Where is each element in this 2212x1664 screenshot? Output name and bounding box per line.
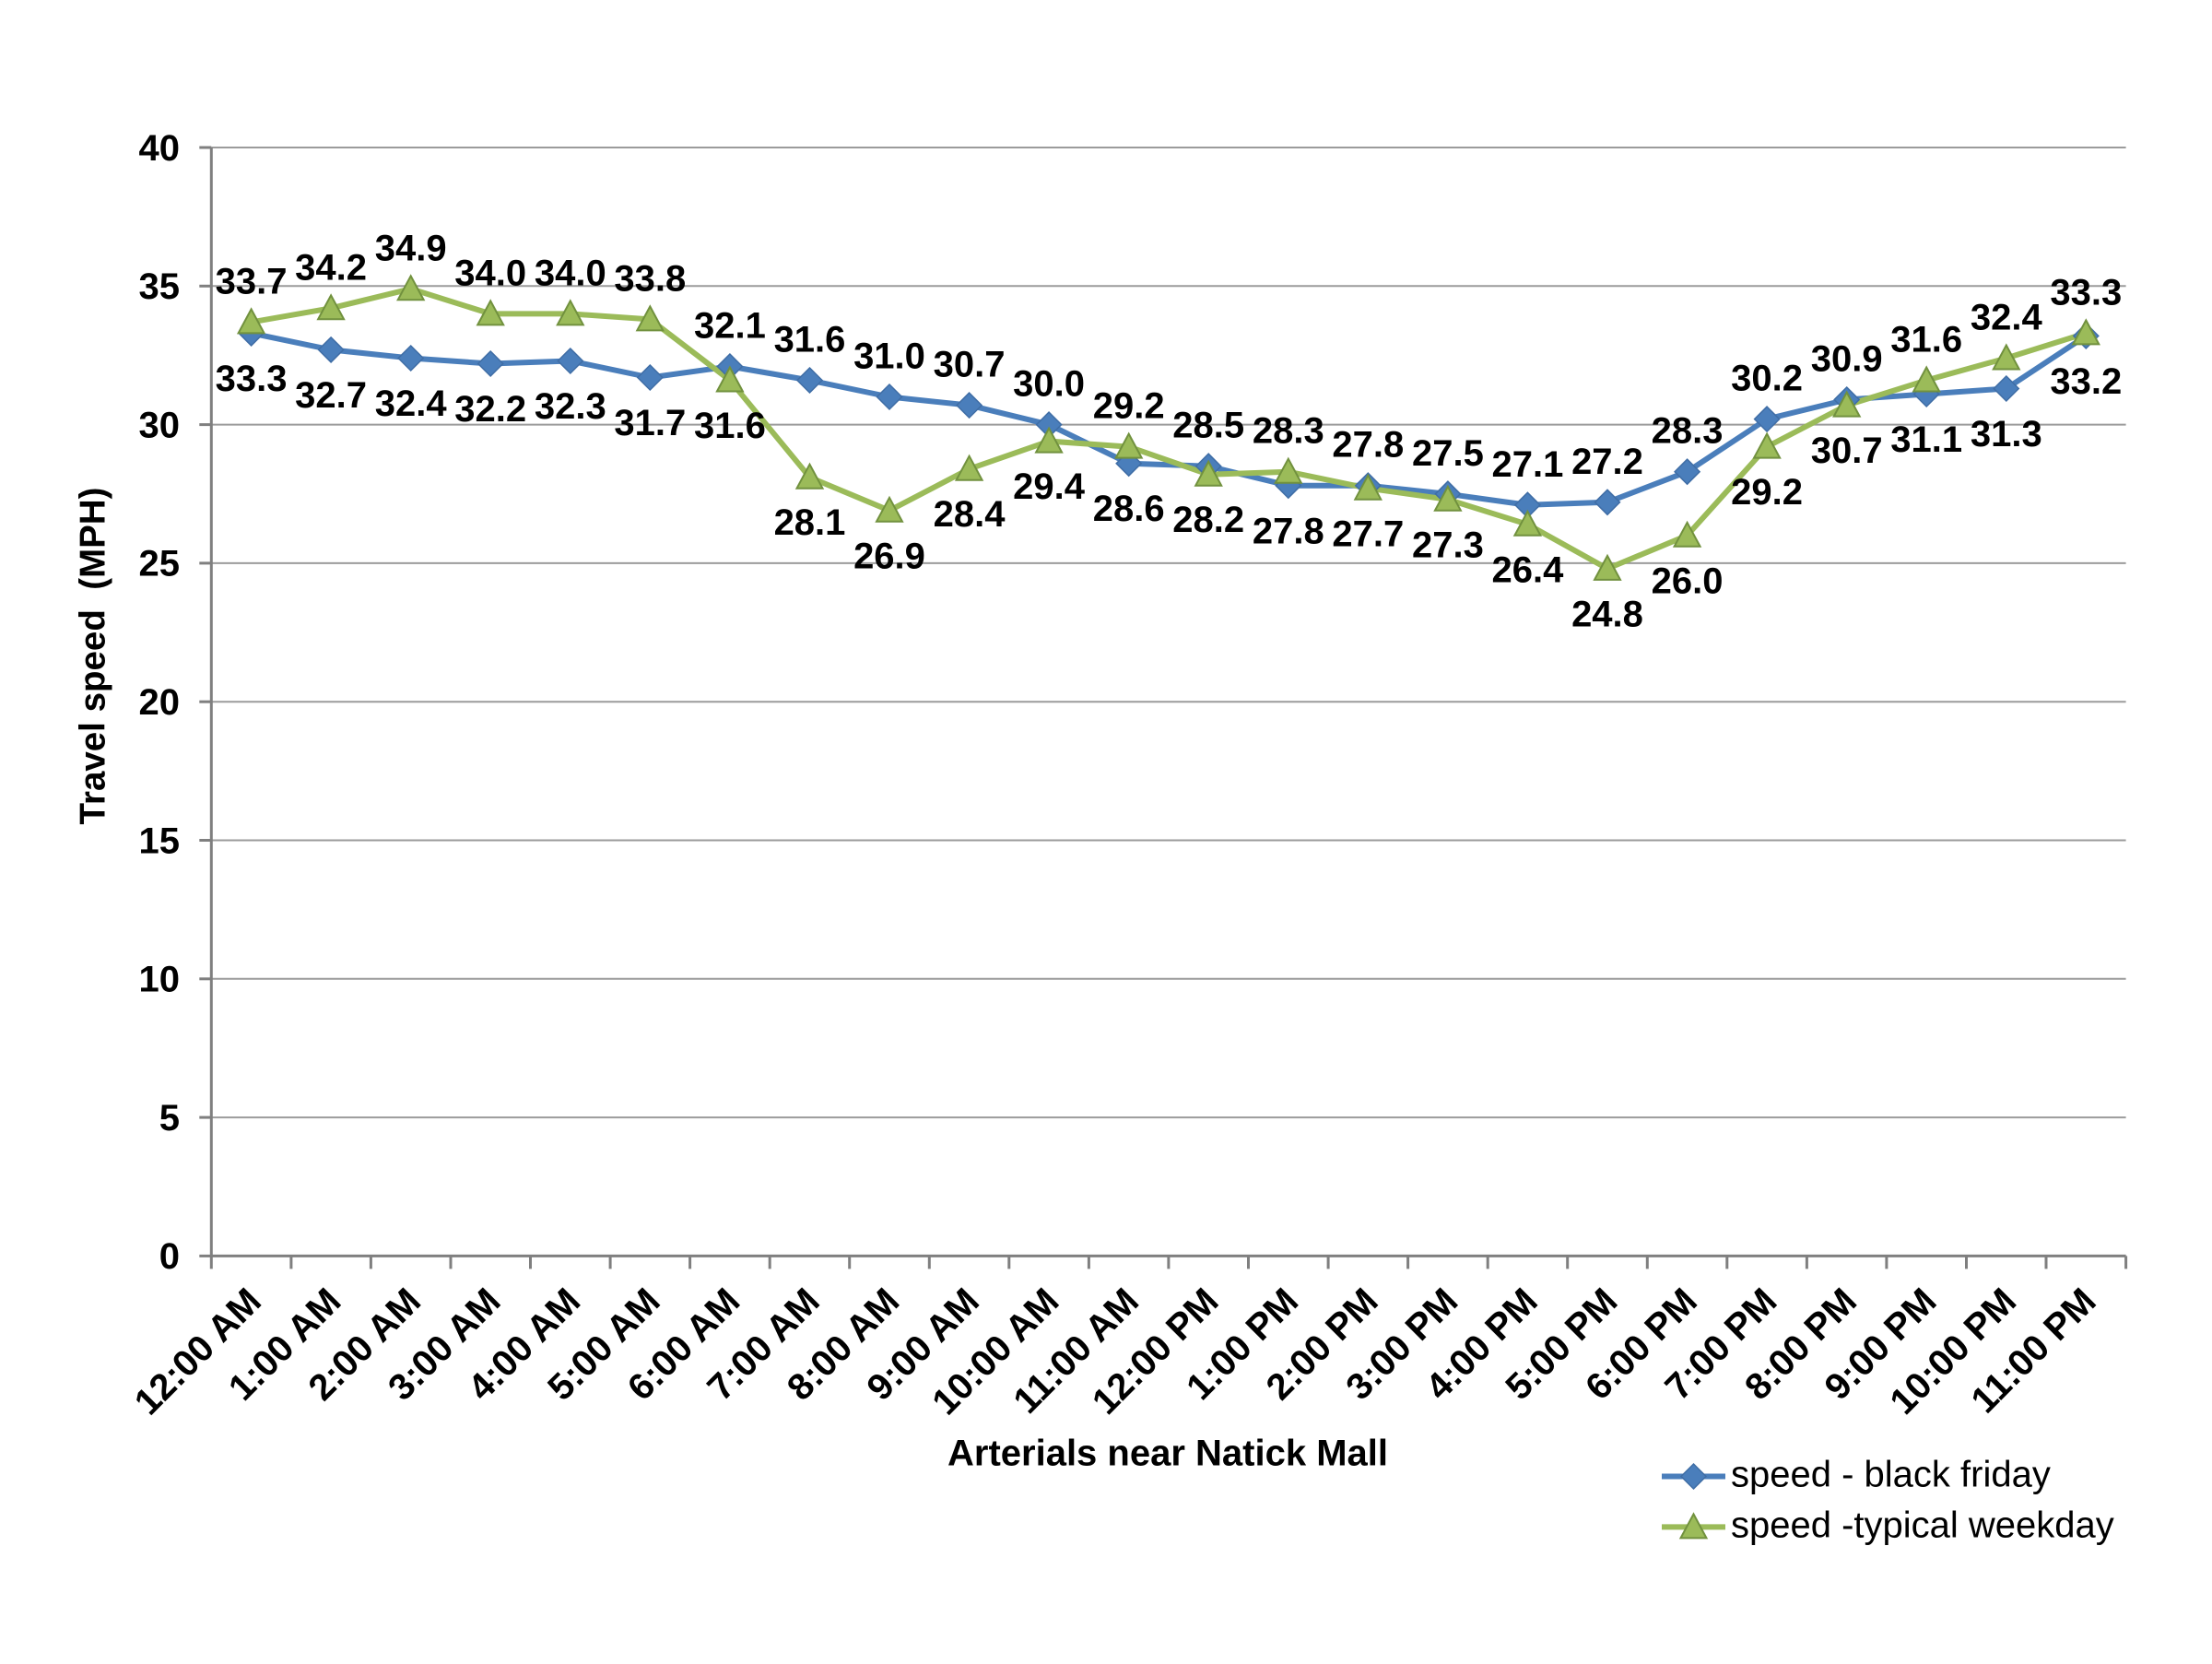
svg-text:24.8: 24.8 — [1571, 594, 1643, 634]
svg-text:33.3: 33.3 — [2050, 272, 2122, 313]
svg-text:33.7: 33.7 — [216, 261, 288, 301]
svg-text:30.7: 30.7 — [1811, 431, 1883, 471]
svg-text:31.7: 31.7 — [614, 403, 686, 443]
svg-text:32.4: 32.4 — [375, 384, 448, 424]
svg-text:28.1: 28.1 — [774, 502, 846, 543]
svg-text:30.9: 30.9 — [1811, 339, 1883, 380]
svg-text:20: 20 — [139, 682, 181, 723]
svg-text:32.4: 32.4 — [1971, 298, 2043, 338]
svg-text:34.9: 34.9 — [375, 228, 447, 268]
svg-text:26.0: 26.0 — [1652, 561, 1724, 601]
svg-text:30.7: 30.7 — [934, 345, 1006, 385]
svg-text:28.2: 28.2 — [1172, 500, 1244, 540]
svg-text:26.9: 26.9 — [853, 536, 925, 576]
svg-text:30.0: 30.0 — [1013, 364, 1085, 405]
svg-text:31.6: 31.6 — [1890, 320, 1962, 360]
svg-text:33.3: 33.3 — [216, 359, 288, 399]
svg-text:25: 25 — [139, 544, 181, 584]
svg-text:29.2: 29.2 — [1731, 472, 1803, 513]
svg-text:32.7: 32.7 — [295, 375, 367, 416]
svg-text:29.2: 29.2 — [1093, 386, 1165, 427]
svg-text:27.1: 27.1 — [1491, 444, 1563, 485]
svg-text:35: 35 — [139, 266, 181, 307]
svg-text:28.3: 28.3 — [1652, 411, 1724, 452]
svg-text:28.4: 28.4 — [934, 494, 1006, 535]
svg-text:31.3: 31.3 — [1971, 414, 2042, 454]
svg-text:speed - black friday: speed - black friday — [1731, 1455, 2051, 1495]
svg-text:30: 30 — [139, 405, 181, 445]
svg-text:30.2: 30.2 — [1731, 359, 1803, 399]
svg-text:27.7: 27.7 — [1332, 513, 1404, 554]
svg-text:32.1: 32.1 — [694, 306, 766, 347]
svg-text:Arterials near Natick Mall: Arterials near Natick Mall — [947, 1434, 1388, 1474]
svg-text:27.3: 27.3 — [1412, 525, 1484, 565]
svg-text:40: 40 — [139, 128, 181, 169]
svg-text:31.6: 31.6 — [694, 406, 766, 446]
svg-text:27.2: 27.2 — [1571, 442, 1643, 482]
svg-text:0: 0 — [159, 1236, 180, 1277]
svg-text:34.0: 34.0 — [454, 253, 526, 293]
svg-text:27.8: 27.8 — [1253, 511, 1324, 551]
svg-text:31.1: 31.1 — [1890, 419, 1962, 460]
svg-text:31.0: 31.0 — [853, 336, 925, 377]
svg-text:speed -typical weekday: speed -typical weekday — [1731, 1505, 2114, 1545]
svg-text:31.6: 31.6 — [774, 320, 846, 360]
svg-text:28.5: 28.5 — [1172, 406, 1244, 446]
svg-text:34.2: 34.2 — [295, 247, 367, 288]
svg-text:32.2: 32.2 — [454, 389, 526, 430]
svg-text:Travel speed (MPH): Travel speed (MPH) — [74, 488, 113, 825]
svg-text:15: 15 — [139, 820, 181, 861]
svg-text:28.6: 28.6 — [1093, 489, 1165, 529]
svg-text:10: 10 — [139, 960, 181, 1000]
svg-text:5: 5 — [159, 1098, 180, 1139]
svg-text:32.3: 32.3 — [535, 386, 606, 427]
svg-text:27.5: 27.5 — [1412, 433, 1484, 474]
svg-text:34.0: 34.0 — [535, 253, 606, 293]
svg-text:33.2: 33.2 — [2050, 361, 2122, 402]
svg-text:27.8: 27.8 — [1332, 425, 1404, 466]
svg-text:29.4: 29.4 — [1013, 466, 1086, 507]
svg-text:26.4: 26.4 — [1491, 549, 1564, 590]
svg-text:33.8: 33.8 — [614, 258, 686, 299]
svg-text:28.3: 28.3 — [1253, 411, 1324, 452]
